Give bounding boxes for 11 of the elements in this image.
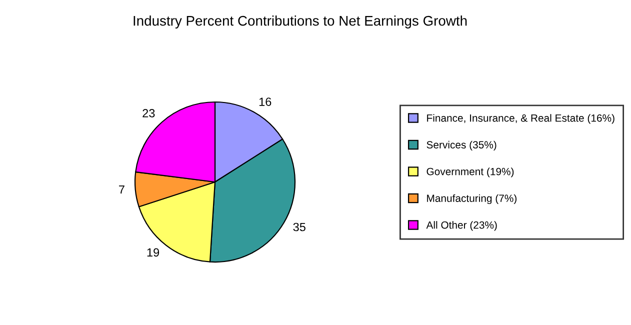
- data-label: 35: [293, 222, 306, 232]
- data-label: 19: [147, 248, 160, 257]
- legend-label: Government (19%): [426, 168, 514, 178]
- data-label: 7: [119, 185, 124, 194]
- legend-label: Services (35%): [426, 140, 496, 151]
- legend-label: Manufacturing (7%): [427, 194, 516, 204]
- legend-label: All Other (23%): [426, 221, 497, 231]
- data-label: 23: [142, 109, 155, 118]
- chart-title: Industry Percent Contributions to Net Earnings Growth: [134, 16, 467, 28]
- legend-label: Finance, Insurance, & Real Estate (16%): [427, 114, 614, 124]
- data-label: 16: [259, 98, 272, 106]
